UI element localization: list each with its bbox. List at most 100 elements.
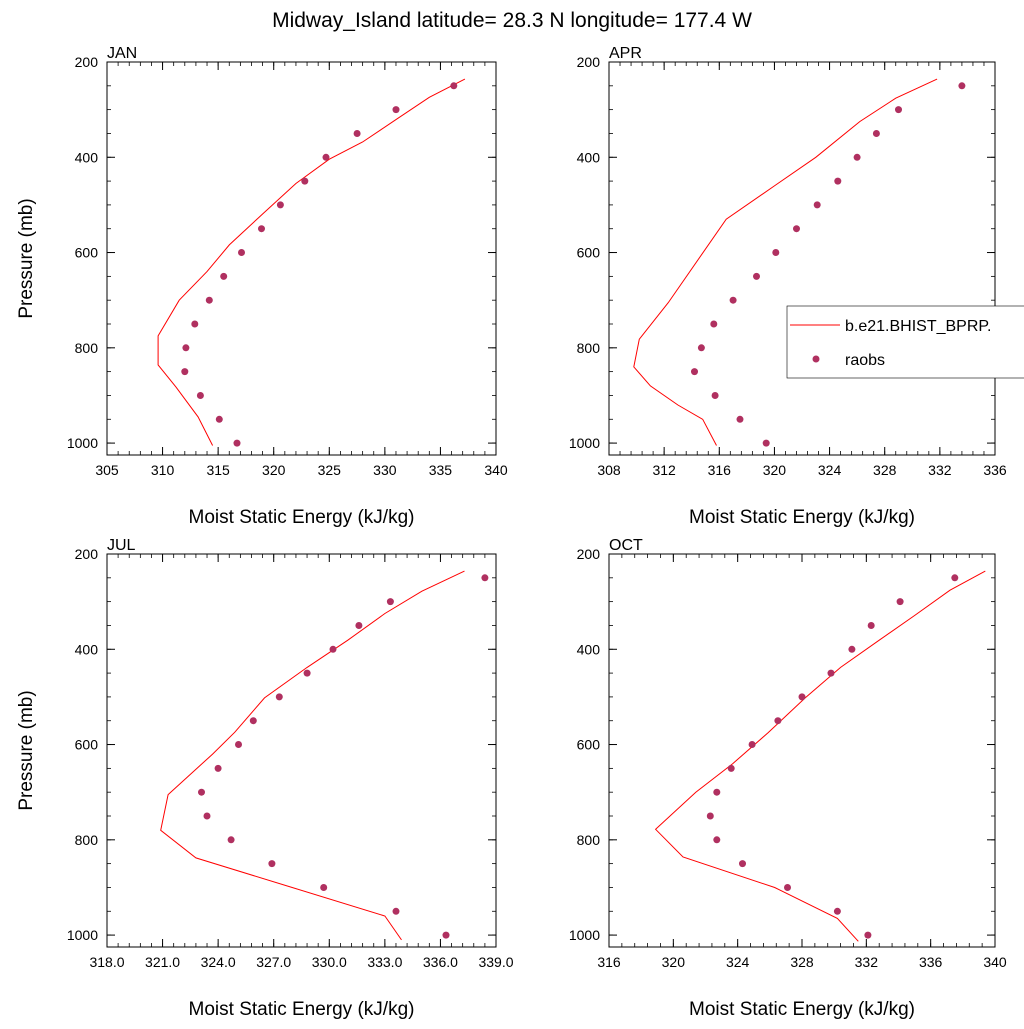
y-tick-label: 200	[75, 54, 99, 70]
y-tick-label: 200	[577, 546, 601, 562]
panel-jan: 305 310 315 320 325 330 335 340 200 400 600 800 1000…	[16, 45, 508, 528]
y-tick-label: 200	[577, 54, 601, 70]
x-tick-label: 312	[652, 462, 676, 478]
raobs-point	[233, 439, 241, 447]
raobs-point	[301, 177, 309, 185]
raobs-point	[867, 622, 875, 629]
raobs-point	[848, 645, 856, 653]
raobs-point	[896, 598, 904, 606]
raobs-point	[329, 645, 337, 653]
x-tick-label: 318.0	[89, 954, 124, 970]
raobs-point	[853, 153, 861, 161]
raobs-point	[215, 415, 223, 423]
raobs-point	[864, 931, 872, 939]
x-tick-label: 320	[763, 462, 787, 478]
raobs-point	[958, 82, 966, 90]
series-model-line	[160, 570, 465, 941]
raobs-point	[392, 907, 400, 915]
raobs-point	[203, 812, 211, 820]
raobs-point	[813, 201, 821, 209]
raobs-point	[834, 177, 842, 185]
y-tick-label: 600	[577, 245, 601, 261]
raobs-point	[774, 717, 782, 725]
raobs-point	[748, 741, 756, 748]
raobs-point	[481, 574, 489, 582]
raobs-point	[392, 106, 400, 114]
y-tick-label: 600	[577, 737, 601, 753]
x-tick-label: 321.0	[145, 954, 180, 970]
figure-title: Midway_Island latitude= 28.3 N longitude…	[272, 9, 752, 32]
series-model-line	[157, 78, 466, 446]
raobs-point	[182, 344, 190, 352]
panel-title: APR	[609, 45, 642, 62]
raobs-point	[181, 368, 189, 376]
y-axis-label: Pressure (mb)	[16, 690, 37, 810]
x-tick-label: 328	[873, 462, 897, 478]
x-tick-label: 324	[818, 462, 842, 478]
legend-obs-label: raobs	[845, 352, 885, 369]
plot-frame	[106, 553, 497, 948]
raobs-point	[736, 415, 744, 423]
y-tick-label: 600	[75, 737, 99, 753]
x-tick-label: 310	[151, 462, 175, 478]
y-tick-label: 400	[577, 149, 601, 165]
y-tick-label: 400	[75, 149, 99, 165]
x-axis-label: Moist Static Energy (kJ/kg)	[689, 999, 915, 1020]
raobs-point	[798, 693, 806, 701]
x-tick-label: 325	[318, 462, 342, 478]
y-tick-label: 800	[577, 832, 601, 848]
raobs-point	[833, 907, 841, 915]
panel-title: OCT	[609, 537, 643, 554]
raobs-point	[268, 860, 276, 868]
x-tick-label: 315	[206, 462, 230, 478]
raobs-point	[727, 764, 735, 772]
x-tick-label: 320	[662, 954, 686, 970]
raobs-point	[235, 741, 242, 748]
x-tick-label: 336.0	[423, 954, 458, 970]
y-tick-label: 800	[75, 832, 99, 848]
panel-jul: 318.0 321.0 324.0 327.0 330.0 333.0 336.0 339.0…	[16, 537, 514, 1020]
x-tick-label: 340	[983, 954, 1007, 970]
x-tick-label: 327.0	[256, 954, 291, 970]
panels: 305 310 315 320 325 330 335 340 200 400 600 800 1000…	[16, 45, 1007, 1020]
raobs-point	[276, 201, 284, 209]
y-tick-label: 800	[577, 340, 601, 356]
raobs-point	[355, 622, 363, 629]
raobs-point	[205, 296, 213, 304]
plot-frame	[608, 61, 996, 456]
raobs-point	[196, 392, 204, 399]
raobs-point	[214, 764, 222, 772]
x-tick-label: 332	[855, 954, 879, 970]
raobs-point	[951, 574, 959, 582]
raobs-point	[895, 106, 902, 114]
raobs-point	[386, 598, 394, 606]
raobs-point	[303, 669, 311, 677]
x-tick-label: 330.0	[312, 954, 347, 970]
raobs-point	[729, 296, 737, 304]
raobs-point	[275, 693, 283, 701]
x-tick-label: 308	[597, 462, 621, 478]
x-tick-label: 333.0	[367, 954, 402, 970]
x-tick-label: 305	[95, 462, 119, 478]
x-tick-label: 336	[983, 462, 1007, 478]
y-tick-label: 400	[75, 641, 99, 657]
series-model-line	[654, 570, 986, 942]
x-tick-label: 316	[708, 462, 732, 478]
panel-title: JAN	[107, 45, 137, 62]
y-tick-label: 200	[75, 546, 99, 562]
x-tick-label: 316	[597, 954, 621, 970]
panel-oct: 316 320 324 328 332 336 340 200 400 600 800 1000 OCT…	[569, 537, 1007, 1020]
x-tick-label: 330	[373, 462, 397, 478]
raobs-point	[238, 249, 245, 256]
raobs-point	[691, 368, 698, 376]
raobs-point	[220, 272, 228, 280]
x-tick-label: 324.0	[201, 954, 236, 970]
raobs-point	[353, 130, 361, 137]
x-axis-label: Moist Static Energy (kJ/kg)	[189, 999, 415, 1020]
x-tick-label: 340	[484, 462, 508, 478]
y-axis-label: Pressure (mb)	[16, 198, 37, 318]
raobs-point	[706, 812, 714, 820]
raobs-point	[442, 931, 450, 939]
